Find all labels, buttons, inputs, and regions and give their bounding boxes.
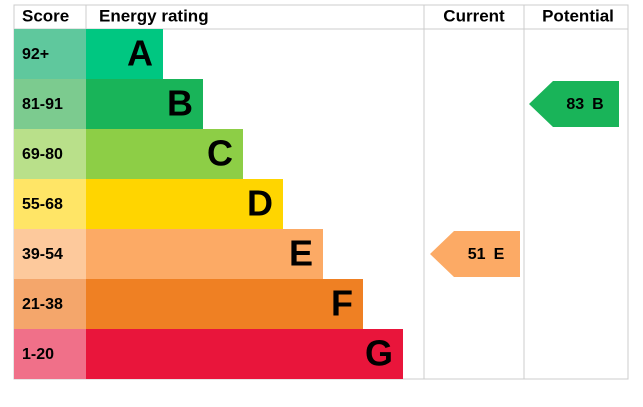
band-letter: B [167,83,193,124]
band-letter: A [127,33,153,74]
header-rating: Energy rating [99,6,209,25]
band-bar [86,329,403,379]
potential-value: 83 [566,96,584,113]
current-arrow [430,231,520,277]
score-cell [14,279,86,329]
potential-label: 83 B [566,96,603,113]
header-score: Score [22,6,69,25]
band-letter: D [247,183,273,224]
band-bar [86,229,323,279]
current-letter: E [494,246,505,263]
score-label: 92+ [22,46,49,63]
header-current: Current [443,6,505,25]
score-cell [14,129,86,179]
band-bar [86,279,363,329]
potential-arrow [529,81,619,127]
score-cell [14,329,86,379]
band-bar [86,129,243,179]
score-label: 69-80 [22,146,63,163]
band-letter: F [331,283,353,324]
band-letter: E [289,233,313,274]
band-bar [86,179,283,229]
band-letter: G [365,333,393,374]
score-cell [14,179,86,229]
score-cell [14,79,86,129]
score-label: 81-91 [22,96,63,113]
band-letter: C [207,133,233,174]
score-label: 21-38 [22,296,63,313]
current-label: 51 E [468,246,505,263]
potential-letter: B [592,96,604,113]
band-bar [86,79,203,129]
band-bar [86,29,163,79]
score-label: 39-54 [22,246,63,263]
header-potential: Potential [542,6,614,25]
score-cell [14,229,86,279]
score-label: 1-20 [22,346,54,363]
current-value: 51 [468,246,486,263]
score-label: 55-68 [22,196,63,213]
score-cell [14,29,86,79]
